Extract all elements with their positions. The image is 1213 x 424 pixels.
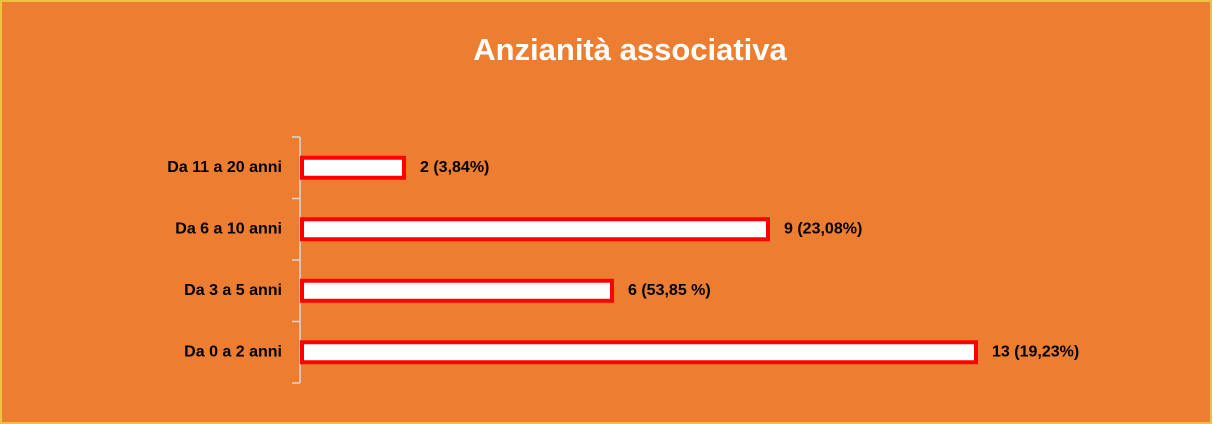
category-label: Da 0 a 2 anni [184, 343, 282, 360]
bar [300, 217, 770, 242]
category-label: Da 3 a 5 anni [184, 282, 282, 299]
value-label: 6 (53,85 %) [628, 282, 711, 299]
bar [300, 340, 978, 365]
bar [300, 278, 614, 303]
chart-title: Anzianità associativa [473, 32, 787, 67]
value-label: 13 (19,23%) [992, 343, 1079, 360]
value-label: 2 (3,84%) [420, 159, 489, 176]
category-label: Da 11 a 20 anni [167, 159, 282, 176]
bar [300, 155, 406, 180]
category-label: Da 6 a 10 anni [175, 220, 282, 237]
value-label: 9 (23,08%) [784, 220, 862, 237]
